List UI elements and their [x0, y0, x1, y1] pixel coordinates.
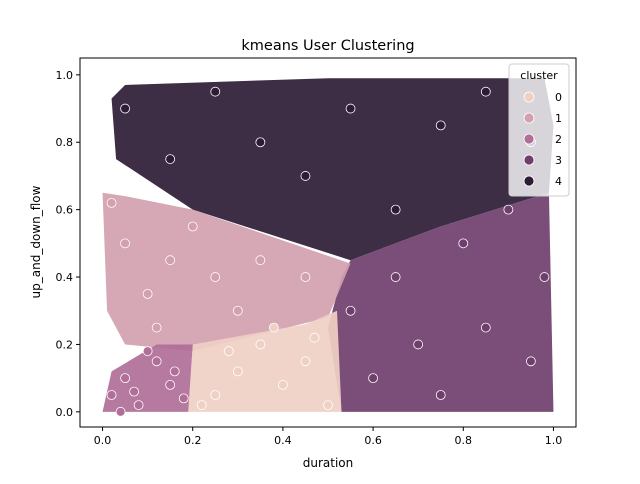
- point-cluster-4: [390, 204, 401, 215]
- point-cluster-1: [165, 255, 176, 266]
- point-cluster-0: [300, 356, 311, 367]
- x-tick-label: 1.0: [545, 434, 563, 447]
- y-tick-label: 0.0: [56, 406, 74, 419]
- cluster-region-0: [188, 310, 342, 412]
- point-cluster-3: [390, 272, 401, 282]
- point-cluster-3: [503, 204, 514, 215]
- x-tick-label: 0.6: [364, 434, 382, 447]
- point-cluster-0: [255, 339, 266, 350]
- point-cluster-2: [133, 400, 144, 410]
- legend: cluster 0 1 2 3 4: [508, 63, 570, 197]
- legend-marker-3: [523, 154, 535, 166]
- legend-label: 2: [555, 133, 562, 146]
- point-cluster-2: [115, 406, 126, 417]
- legend-marker-1: [523, 112, 535, 124]
- x-tick-label: 0.4: [274, 434, 292, 447]
- point-cluster-4: [210, 86, 221, 97]
- cluster-region-3: [328, 192, 554, 412]
- point-cluster-3: [526, 356, 536, 367]
- legend-marker-0: [523, 91, 535, 103]
- y-tick-label: 0.8: [56, 136, 74, 149]
- legend-title: cluster: [520, 69, 558, 82]
- point-cluster-2: [169, 366, 180, 377]
- legend-label: 4: [555, 175, 562, 188]
- point-cluster-3: [413, 339, 424, 350]
- legend-marker-4: [523, 175, 535, 187]
- y-tick-label: 0.2: [56, 338, 74, 351]
- point-cluster-0: [196, 400, 207, 410]
- point-cluster-3: [480, 322, 491, 333]
- legend-label: 1: [555, 112, 562, 125]
- point-cluster-4: [435, 120, 446, 131]
- y-tick-label: 1.0: [56, 69, 74, 82]
- point-cluster-2: [106, 390, 117, 400]
- point-cluster-2: [165, 379, 176, 390]
- point-cluster-0: [278, 379, 288, 390]
- point-cluster-4: [345, 103, 356, 114]
- point-cluster-1: [151, 322, 162, 333]
- point-cluster-1: [210, 272, 221, 282]
- point-cluster-1: [187, 221, 198, 232]
- legend-label: 0: [555, 91, 562, 104]
- point-cluster-0: [223, 346, 234, 357]
- x-tick-label: 0.8: [455, 434, 473, 447]
- point-cluster-3: [458, 238, 469, 249]
- y-tick-label: 0.6: [56, 204, 74, 217]
- legend-marker-2: [523, 133, 535, 145]
- x-tick-label: 0.2: [184, 434, 202, 447]
- point-cluster-3: [539, 272, 550, 282]
- point-cluster-1: [255, 255, 266, 266]
- point-cluster-4: [480, 86, 491, 97]
- point-cluster-1: [120, 238, 130, 249]
- y-axis-label: up_and_down_flow: [29, 185, 43, 298]
- plot-frame: [79, 57, 577, 428]
- axes: 0.0 0.2 0.4 0.6 0.8 1.0 0.0 0.2 0.4 0.6 0.8 1.0: [56, 69, 563, 447]
- chart-title: kmeans User Clustering: [241, 38, 414, 54]
- point-cluster-3: [435, 390, 446, 400]
- point-cluster-4: [120, 103, 130, 114]
- cluster-regions: [102, 78, 554, 412]
- legend-label: 3: [555, 154, 562, 167]
- point-cluster-0: [210, 390, 221, 400]
- point-cluster-2: [129, 386, 140, 397]
- y-tick-label: 0.4: [56, 271, 74, 284]
- point-cluster-2: [120, 373, 130, 384]
- cluster-region-1: [102, 192, 351, 352]
- point-cluster-0: [268, 322, 279, 333]
- point-cluster-2: [151, 356, 162, 367]
- point-cluster-4: [255, 137, 266, 148]
- point-cluster-0: [232, 366, 243, 377]
- point-cluster-2: [178, 393, 189, 404]
- point-cluster-0: [323, 400, 333, 410]
- point-cluster-1: [142, 288, 153, 299]
- point-cluster-4: [300, 171, 311, 181]
- point-cluster-1: [106, 198, 117, 208]
- point-cluster-0: [309, 332, 320, 343]
- point-cluster-3: [345, 305, 356, 316]
- point-cluster-1: [232, 305, 243, 316]
- point-cluster-3: [368, 373, 378, 384]
- point-cluster-1: [300, 272, 311, 282]
- x-tick-label: 0.0: [94, 434, 112, 447]
- x-axis-label: duration: [303, 456, 354, 470]
- point-cluster-2: [142, 346, 153, 357]
- point-cluster-4: [165, 154, 176, 164]
- cluster-region-2: [102, 344, 193, 412]
- data-points: [106, 86, 550, 417]
